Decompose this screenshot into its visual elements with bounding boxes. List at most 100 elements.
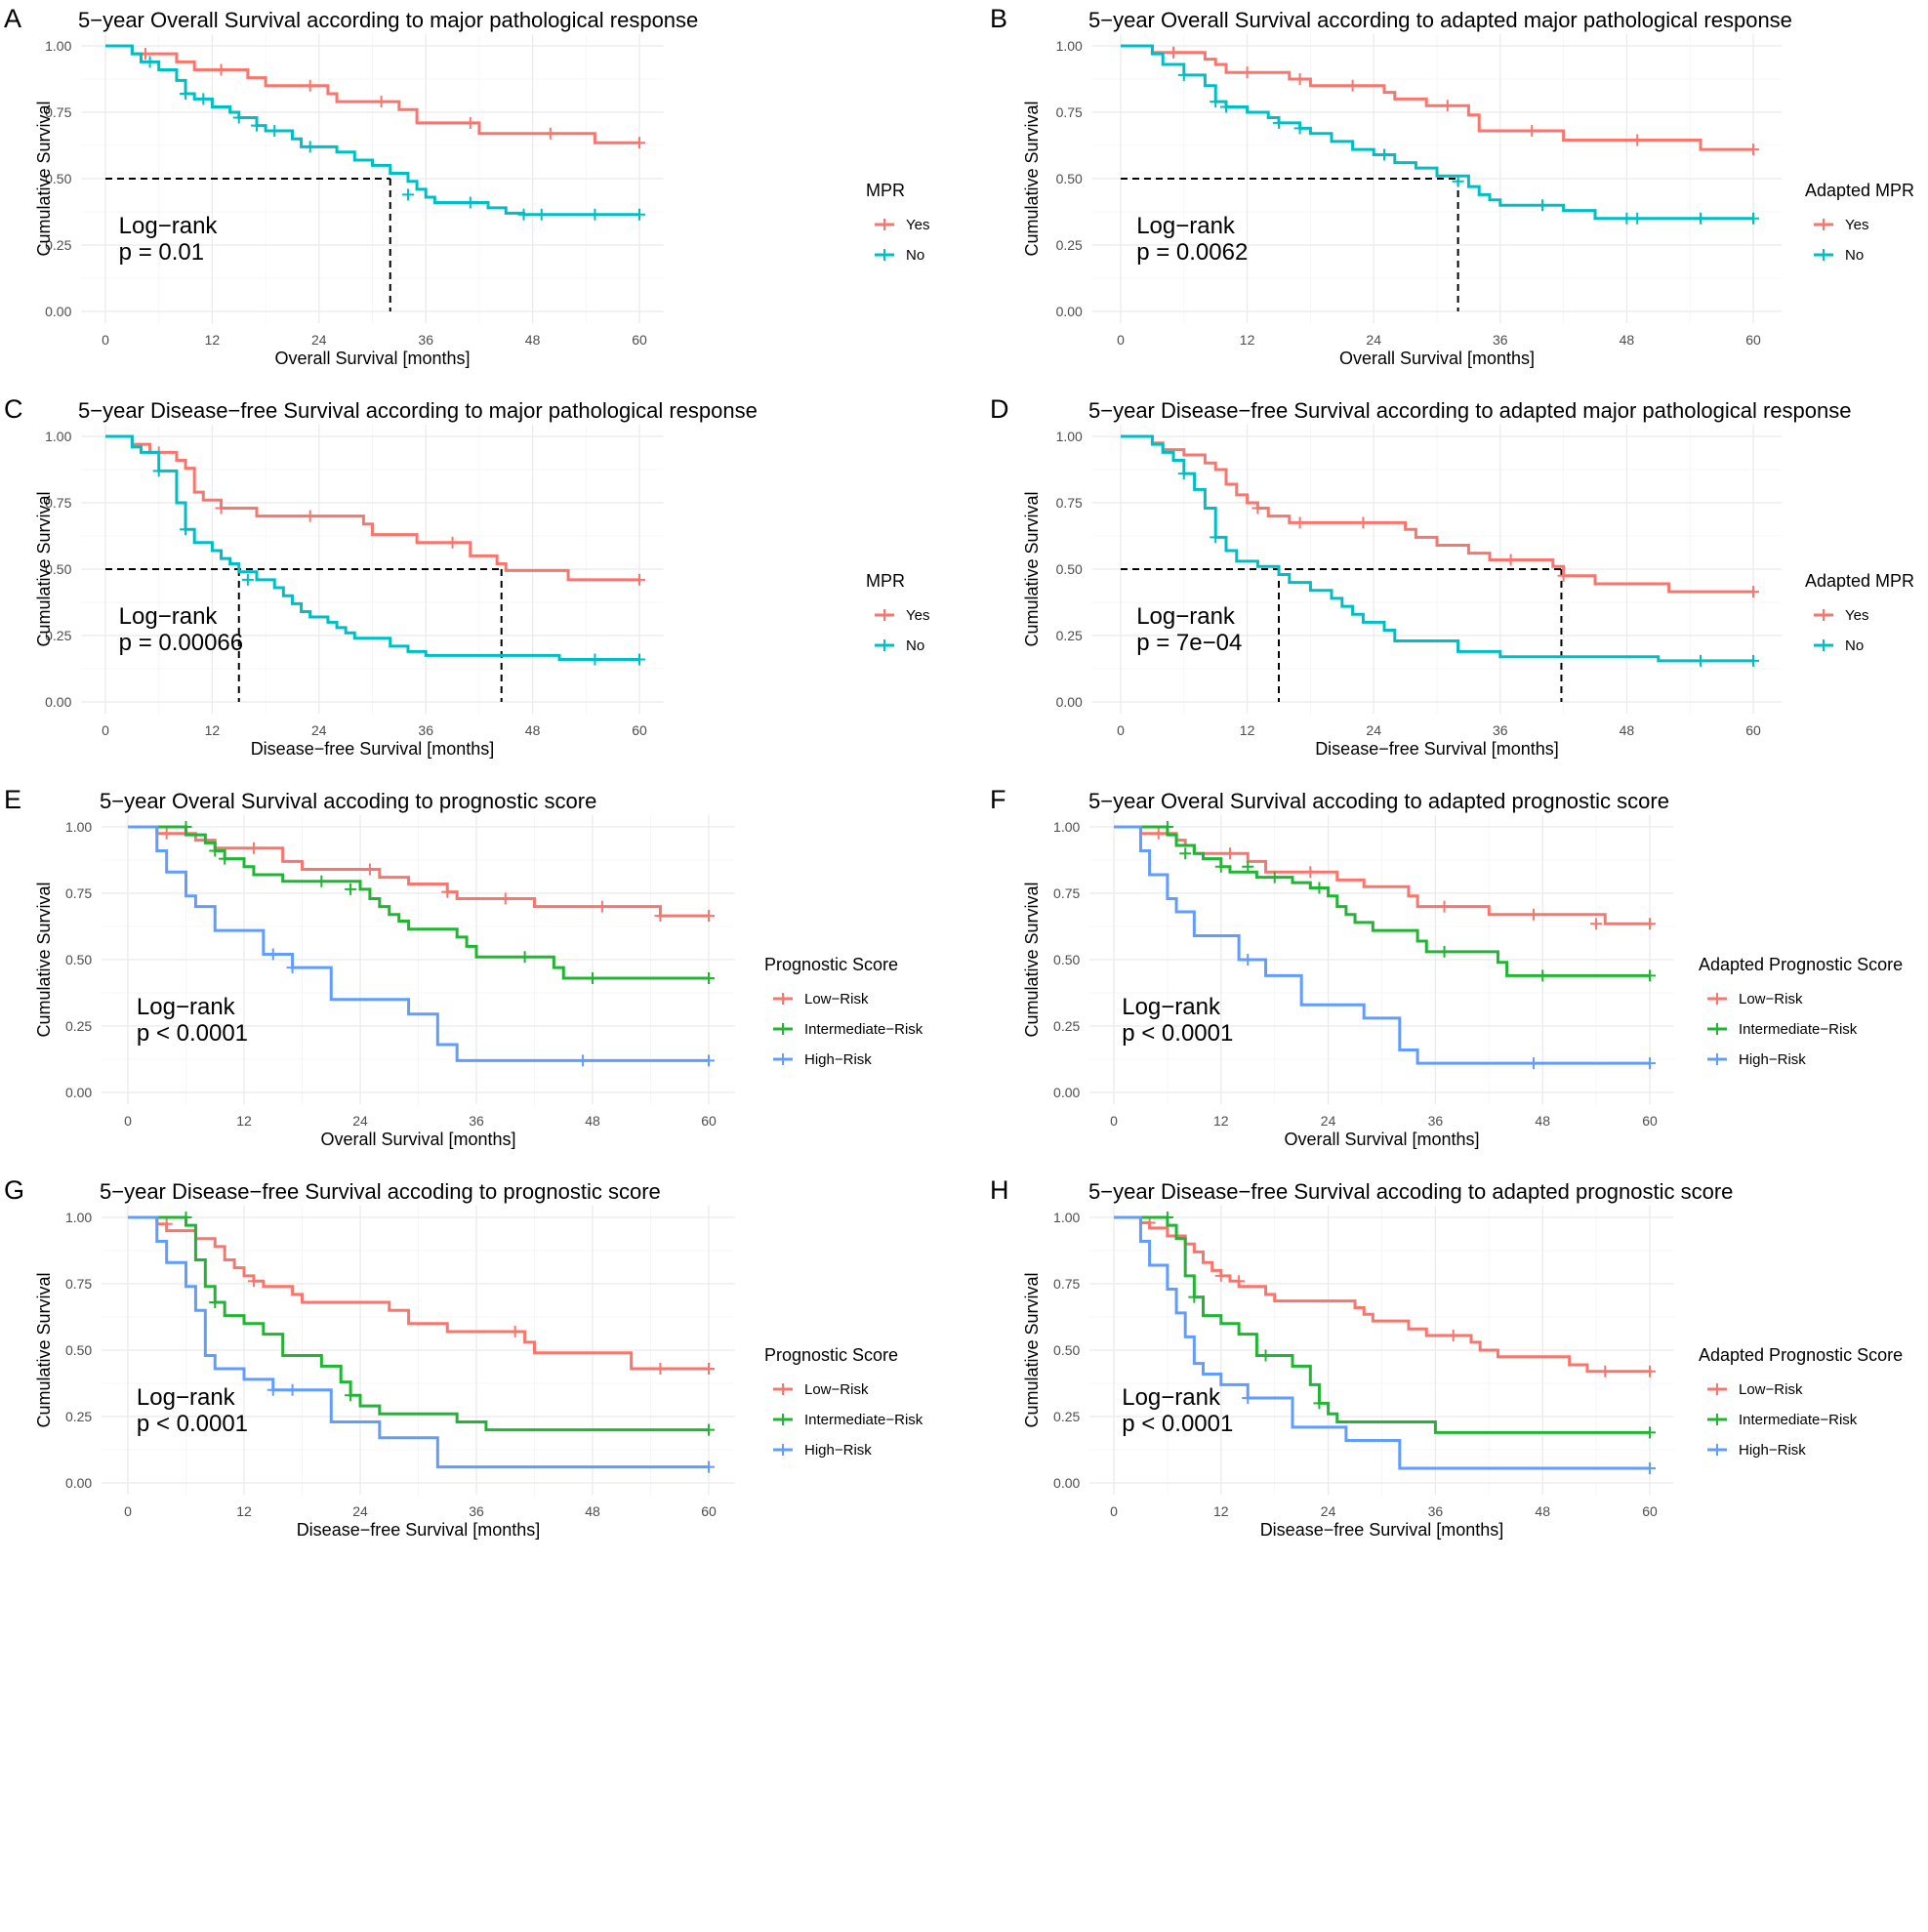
panel-title: 5−year Disease−free Survival according t… — [78, 398, 758, 423]
y-tick-label: 0.00 — [1056, 304, 1083, 319]
legend-title: Prognostic Score — [764, 1345, 898, 1365]
legend-label: High−Risk — [804, 1442, 872, 1459]
panel-letter: B — [990, 4, 1007, 33]
panel-title: 5−year Overall Survival according to maj… — [78, 8, 698, 32]
gridlines — [1091, 424, 1783, 715]
gridlines — [1089, 1205, 1674, 1496]
censor-mark — [1557, 569, 1570, 582]
y-tick-label: 0.50 — [1056, 171, 1083, 186]
x-tick-label: 0 — [1117, 722, 1125, 738]
x-tick-label: 36 — [1428, 1113, 1444, 1129]
censor-mark — [1644, 1426, 1656, 1439]
panel-e: E 5−year Overal Survival accoding to prog… — [4, 785, 923, 1149]
x-tick-label: 36 — [1428, 1503, 1444, 1519]
legend-label: Yes — [906, 607, 929, 624]
x-tick-label: 48 — [1620, 722, 1635, 738]
y-axis-title: Cumulative Survival — [34, 882, 54, 1037]
x-tick-label: 0 — [102, 722, 109, 738]
x-axis-title: Overall Survival [months] — [274, 349, 470, 368]
y-axis-title: Cumulative Survival — [1022, 882, 1042, 1037]
y-tick-label: 0.25 — [65, 1018, 92, 1034]
x-tick-label: 60 — [701, 1113, 717, 1129]
y-tick-label: 0.00 — [1053, 1475, 1080, 1491]
censor-mark — [152, 465, 165, 477]
gridlines — [102, 1205, 735, 1496]
censor-mark — [1214, 860, 1227, 873]
y-tick-label: 0.00 — [45, 694, 71, 710]
censor-mark — [654, 1363, 667, 1376]
x-tick-label: 48 — [1620, 332, 1635, 348]
censor-mark — [160, 827, 173, 840]
curve-intermediate-risk — [1114, 1215, 1650, 1434]
censor-mark — [1241, 66, 1253, 79]
gridlines — [81, 33, 664, 324]
panel-letter: D — [990, 394, 1009, 424]
curve-high-risk — [1114, 825, 1650, 1065]
y-tick-label: 0.50 — [45, 171, 71, 186]
curve-no — [1121, 44, 1753, 221]
legend-label: Intermediate−Risk — [1739, 1412, 1858, 1428]
censor-mark — [1259, 1349, 1272, 1362]
censor-mark — [1304, 866, 1317, 879]
censor-mark — [703, 972, 715, 985]
y-tick-label: 0.25 — [1053, 1018, 1080, 1034]
panel-title: 5−year Overall Survival according to ada… — [1088, 8, 1792, 32]
censor-mark — [1620, 212, 1633, 225]
legend-label: No — [1845, 637, 1864, 654]
censor-mark — [1179, 847, 1192, 860]
censor-mark — [634, 573, 645, 586]
x-axis-title: Overall Survival [months] — [1284, 1130, 1479, 1149]
y-tick-label: 0.00 — [65, 1475, 92, 1491]
censor-mark — [1447, 1330, 1459, 1342]
censor-mark — [1528, 908, 1540, 921]
p-value-label: p < 0.0001 — [137, 1411, 248, 1437]
censor-mark — [654, 910, 667, 923]
x-tick-label: 0 — [124, 1113, 132, 1129]
panel-c: C 5−year Disease−free Survival according … — [4, 394, 929, 759]
censor-mark — [267, 1383, 279, 1396]
x-tick-label: 0 — [1110, 1503, 1118, 1519]
y-tick-label: 0.00 — [1056, 694, 1083, 710]
panel-letter: A — [4, 4, 21, 33]
p-value-label: p < 0.0001 — [1122, 1020, 1233, 1047]
y-tick-label: 1.00 — [65, 1210, 92, 1225]
log-rank-label: Log−rank — [137, 1384, 236, 1411]
censor-mark — [1378, 148, 1390, 161]
censor-mark — [197, 93, 210, 105]
x-tick-label: 48 — [525, 332, 541, 348]
x-tick-label: 0 — [102, 332, 109, 348]
y-tick-label: 0.75 — [1053, 1276, 1080, 1292]
legend-title: Adapted Prognostic Score — [1699, 955, 1903, 974]
y-tick-label: 0.50 — [65, 1342, 92, 1358]
panel-title: 5−year Disease−free Survival according t… — [1088, 398, 1851, 423]
censor-mark — [464, 196, 476, 209]
x-tick-label: 48 — [585, 1113, 600, 1129]
x-tick-label: 60 — [1642, 1503, 1658, 1519]
censor-mark — [587, 972, 598, 985]
censor-mark — [401, 188, 414, 201]
y-tick-label: 0.50 — [1053, 1342, 1080, 1358]
x-tick-label: 36 — [418, 722, 433, 738]
censor-mark — [703, 1054, 715, 1067]
x-axis-title: Overall Survival [months] — [1339, 349, 1535, 368]
log-rank-label: Log−rank — [1122, 1384, 1221, 1411]
y-tick-label: 0.25 — [1056, 628, 1083, 643]
panel-letter: G — [4, 1175, 24, 1205]
y-tick-label: 0.50 — [65, 952, 92, 967]
censor-mark — [247, 842, 260, 854]
x-tick-label: 60 — [701, 1503, 717, 1519]
legend-title: Adapted MPR — [1805, 181, 1914, 200]
censor-mark — [1504, 554, 1517, 566]
censor-mark — [1177, 68, 1190, 81]
censor-mark — [345, 883, 357, 895]
y-tick-label: 0.25 — [1056, 237, 1083, 253]
censor-mark — [499, 892, 512, 905]
panel-title: 5−year Overal Survival accoding to progn… — [100, 789, 596, 813]
x-tick-label: 0 — [124, 1503, 132, 1519]
x-tick-label: 24 — [1366, 722, 1381, 738]
y-tick-label: 0.75 — [45, 104, 71, 120]
legend-label: Intermediate−Risk — [804, 1021, 923, 1038]
legend-label: High−Risk — [804, 1051, 872, 1068]
p-value-label: p = 7e−04 — [1136, 630, 1242, 656]
legend-label: Yes — [906, 217, 929, 233]
